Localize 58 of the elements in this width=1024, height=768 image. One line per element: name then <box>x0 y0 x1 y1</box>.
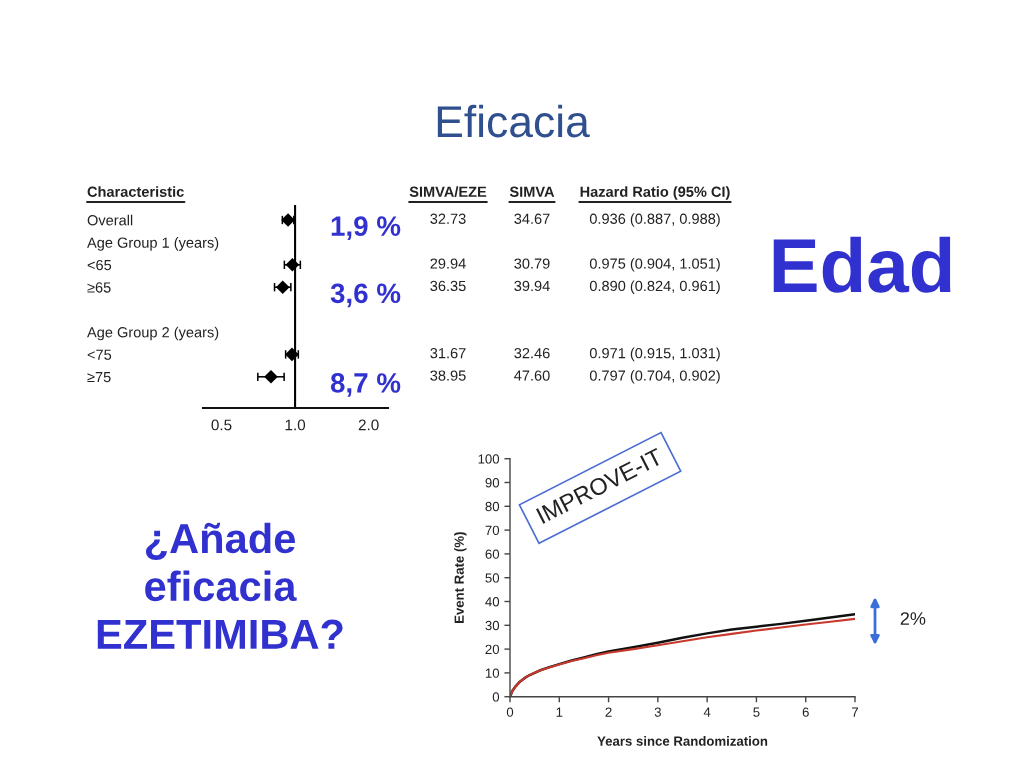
text: SIMVA <box>509 186 555 197</box>
y-tick-label: 100 <box>478 454 500 464</box>
y-tick-label: Overall <box>87 214 133 226</box>
x-tick-label: 3 <box>654 707 661 717</box>
y-tick-label: 10 <box>485 668 500 678</box>
y-tick-label: 40 <box>485 597 500 607</box>
x-axis-title: Years since Randomization <box>597 736 768 746</box>
y-tick-label: Age Group 1 (years) <box>87 237 219 251</box>
x-tick-label: 6 <box>802 707 809 717</box>
y-tick-label: 70 <box>485 525 500 536</box>
x-tick-label: 0 <box>506 707 514 717</box>
text: Hazard Ratio (95% CI) <box>580 186 730 200</box>
text: 34.67 <box>514 213 550 224</box>
text: 30.79 <box>514 258 550 269</box>
text: SIMVA/EZE <box>409 186 487 198</box>
text: 31.67 <box>430 347 466 359</box>
point <box>264 370 278 384</box>
y-tick-label: 30 <box>485 620 500 631</box>
y-axis-title: Event Rate (%) <box>454 532 467 624</box>
y-tick-label: <65 <box>87 259 112 271</box>
text: Eficacia <box>437 104 590 138</box>
text: 32.46 <box>514 347 550 359</box>
x-tick-label: 2.0 <box>358 419 379 431</box>
text: Edad <box>773 236 951 293</box>
text: 39.94 <box>514 280 550 292</box>
x-tick-label: 7 <box>852 707 859 717</box>
text: 47.60 <box>514 370 550 381</box>
x-tick-label: 0.5 <box>211 419 232 431</box>
y-tick-label: 0 <box>492 692 500 702</box>
y-tick-label: <75 <box>87 349 112 360</box>
y-tick-label: ≥65 <box>87 282 111 293</box>
y-tick-label: 80 <box>485 501 500 512</box>
text: 32.73 <box>430 213 466 224</box>
y-tick-label: 50 <box>485 573 500 583</box>
y-tick-label: 90 <box>485 478 500 488</box>
text: 36.35 <box>430 280 466 292</box>
x-tick-label: 5 <box>753 707 760 717</box>
annotation: 3,6 % <box>330 283 401 308</box>
x-tick-label: 4 <box>703 707 711 717</box>
x-tick-label: 1.0 <box>285 419 306 431</box>
text: ¿Añade eficacia EZETIMIBA? <box>97 522 343 649</box>
text: 29.94 <box>430 258 466 269</box>
text: 2% <box>900 612 926 625</box>
data-label: 0.971 (0.915, 1.031) <box>589 347 720 362</box>
y-tick-label: 60 <box>485 549 500 559</box>
data-label: 0.890 (0.824, 0.961) <box>589 280 720 294</box>
y-axis-title: Characteristic <box>87 186 184 197</box>
text: 38.95 <box>430 370 466 381</box>
x-tick-label: 1 <box>556 707 563 717</box>
y-tick-label: Age Group 2 (years) <box>87 326 219 341</box>
data-label: 0.797 (0.704, 0.902) <box>589 370 720 384</box>
y-tick-label: 20 <box>485 644 500 655</box>
annotation: 1,9 % <box>331 216 401 240</box>
x-tick-label: 2 <box>605 707 612 717</box>
data-label: 0.975 (0.904, 1.051) <box>589 258 720 272</box>
annotation: 8,7 % <box>330 373 401 397</box>
y-tick-label: ≥75 <box>87 372 111 383</box>
data-label: 0.936 (0.887, 0.988) <box>589 213 720 227</box>
